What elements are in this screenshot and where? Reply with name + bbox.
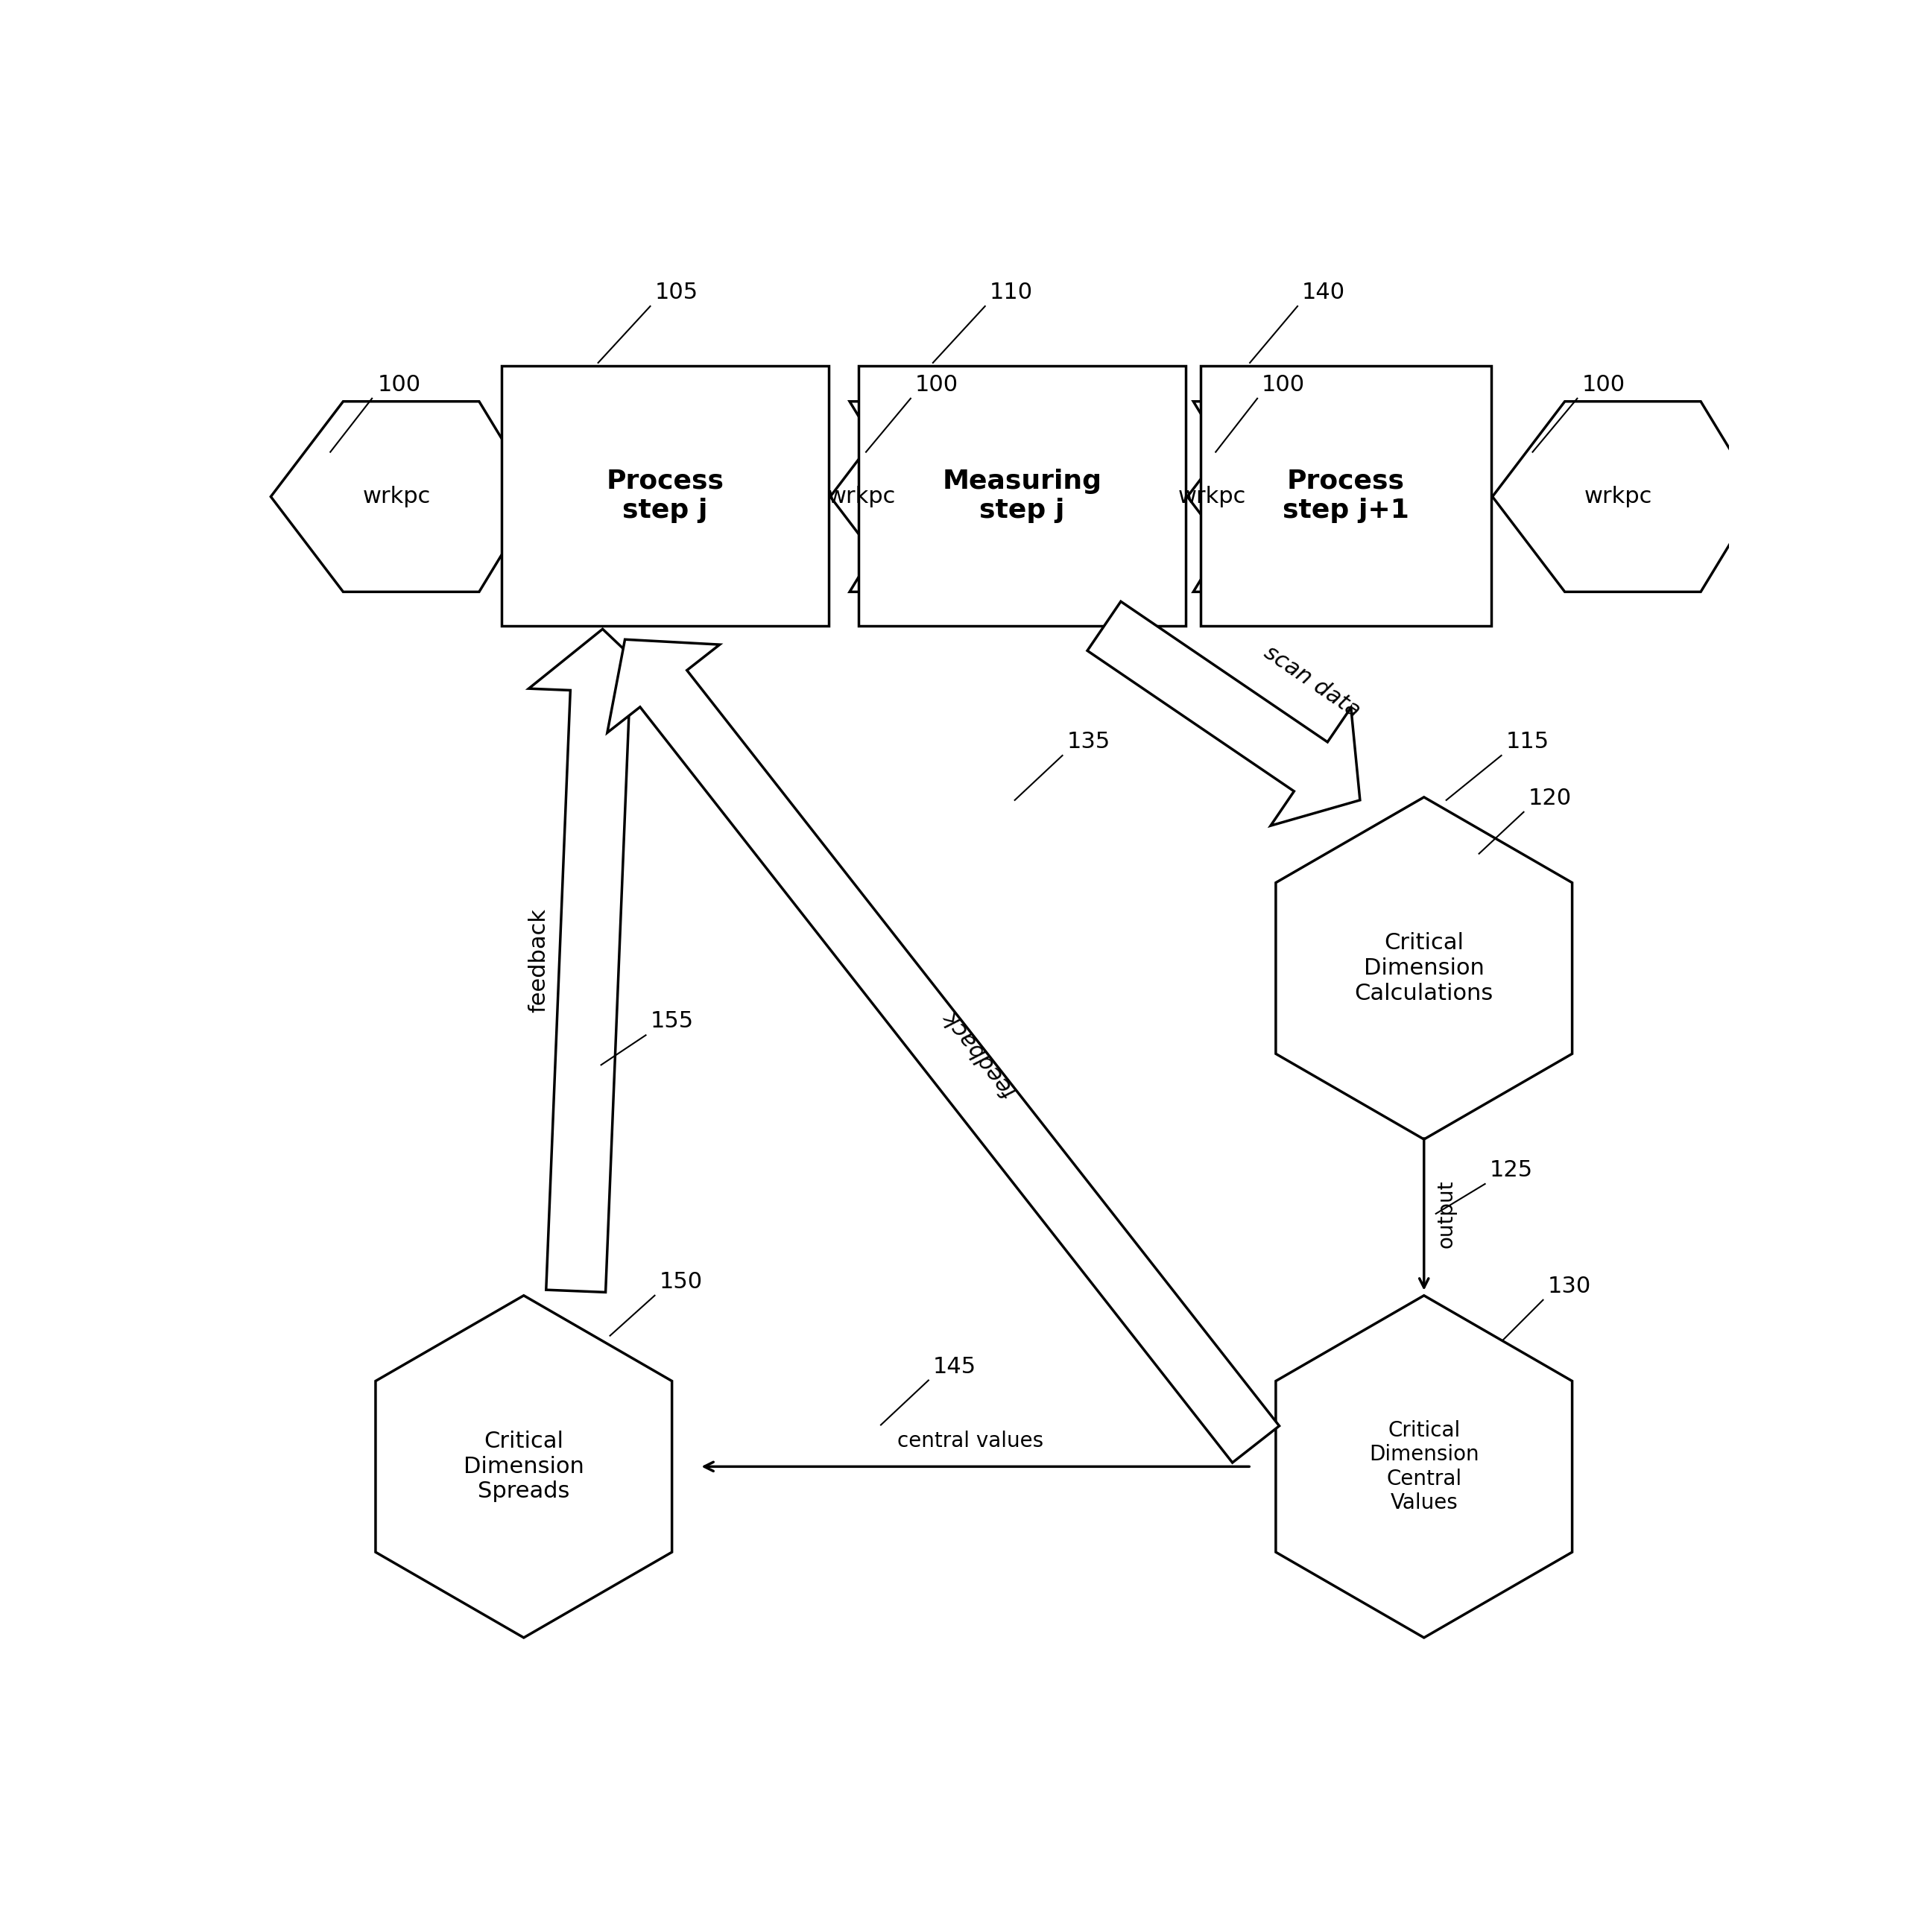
Text: wrkpc: wrkpc (828, 485, 896, 508)
Text: 100: 100 (915, 375, 959, 396)
Polygon shape (375, 1296, 673, 1638)
Text: Measuring
step j: Measuring step j (942, 469, 1101, 524)
Text: Process
step j+1: Process step j+1 (1282, 469, 1409, 524)
Text: 115: 115 (1505, 730, 1549, 752)
Text: feedback: feedback (529, 908, 550, 1012)
Text: scan data: scan data (1261, 641, 1365, 723)
Polygon shape (1188, 402, 1259, 591)
Text: Critical
Dimension
Spreads: Critical Dimension Spreads (463, 1432, 584, 1503)
Polygon shape (607, 639, 1280, 1463)
Text: wrkpc: wrkpc (1178, 485, 1245, 508)
Text: Critical
Dimension
Central
Values: Critical Dimension Central Values (1368, 1420, 1480, 1513)
Polygon shape (830, 402, 907, 591)
Polygon shape (1276, 1296, 1572, 1638)
Text: 100: 100 (1582, 375, 1624, 396)
Text: 145: 145 (932, 1356, 976, 1378)
Text: Process
step j: Process step j (605, 469, 725, 524)
Polygon shape (1276, 798, 1572, 1140)
Text: feedback: feedback (936, 1005, 1019, 1101)
Bar (502, 365, 828, 626)
Text: wrkpc: wrkpc (1584, 485, 1653, 508)
Text: 105: 105 (655, 282, 698, 303)
Text: 125: 125 (1490, 1159, 1532, 1180)
Text: wrkpc: wrkpc (363, 485, 431, 508)
Text: 110: 110 (990, 282, 1032, 303)
Text: 150: 150 (659, 1271, 702, 1293)
Text: 135: 135 (1067, 730, 1111, 752)
Text: 100: 100 (1261, 375, 1305, 396)
Polygon shape (1088, 601, 1361, 825)
Text: 100: 100 (379, 375, 421, 396)
Polygon shape (271, 402, 536, 591)
Bar (859, 365, 1186, 626)
Text: 140: 140 (1301, 282, 1345, 303)
Text: output: output (1436, 1180, 1457, 1248)
Polygon shape (1491, 402, 1759, 591)
Polygon shape (529, 630, 671, 1293)
Text: 130: 130 (1547, 1275, 1591, 1296)
Text: 120: 120 (1528, 788, 1572, 810)
Text: central values: central values (898, 1432, 1044, 1451)
Text: 155: 155 (650, 1010, 694, 1032)
Text: Critical
Dimension
Calculations: Critical Dimension Calculations (1355, 933, 1493, 1005)
Bar (1201, 365, 1491, 626)
